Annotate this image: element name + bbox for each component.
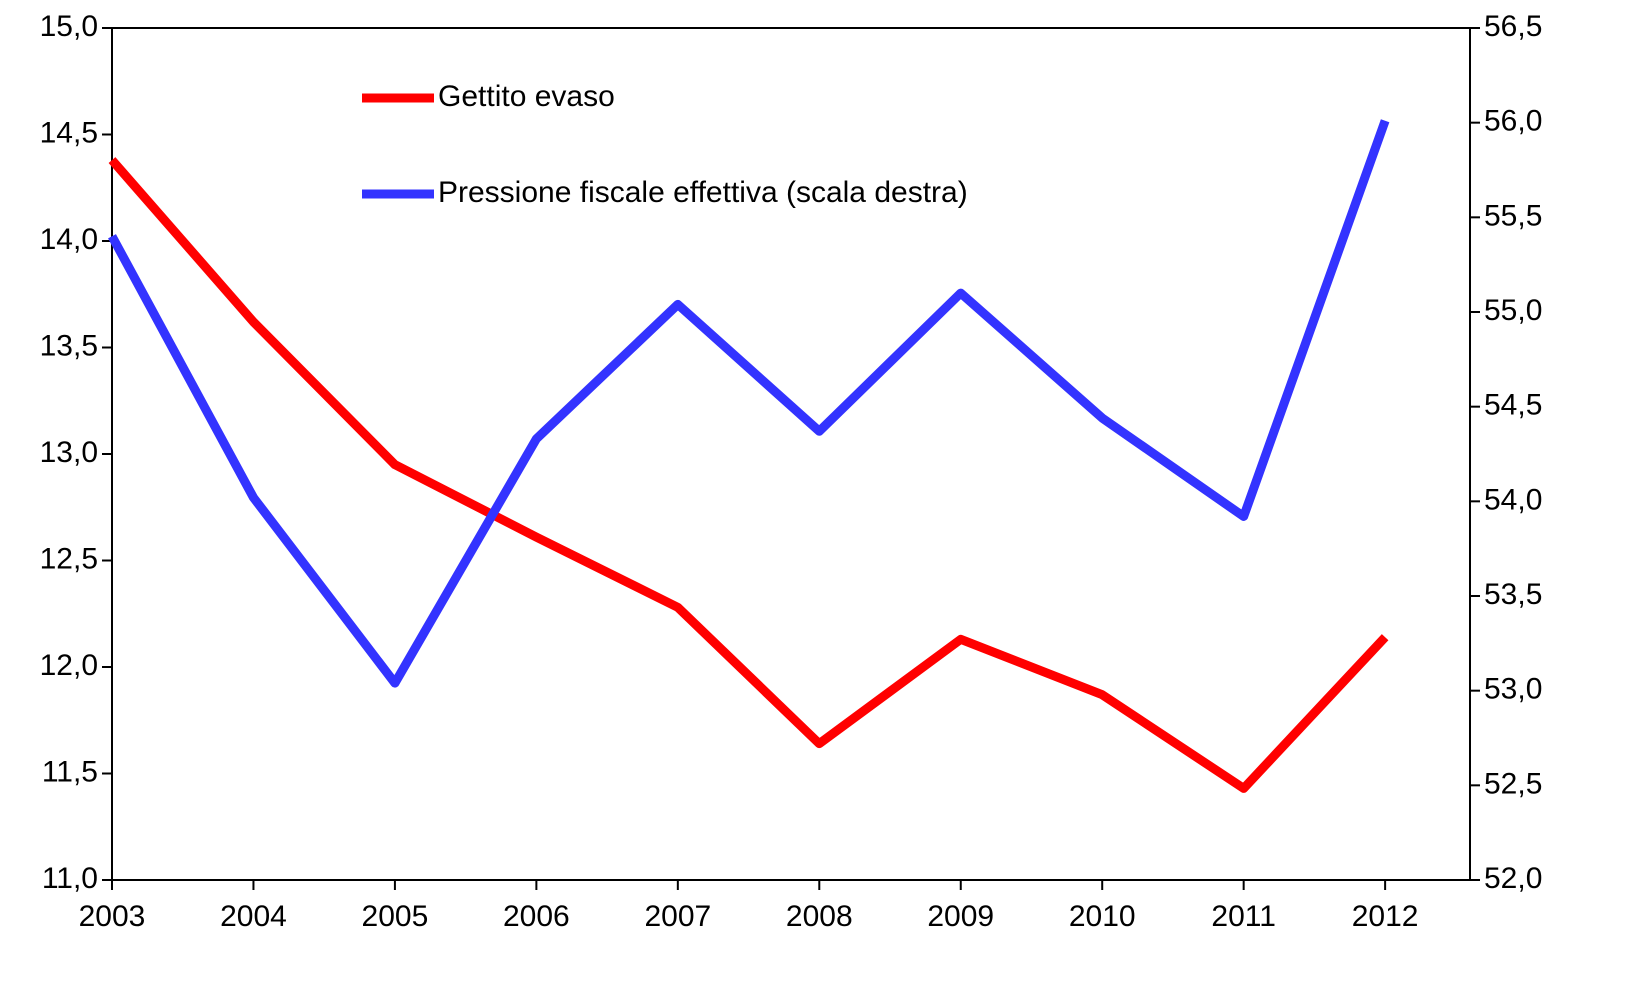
- series-line: [108, 157, 1389, 793]
- x-tick-label: 2005: [362, 900, 429, 933]
- y2-tick-label: 54,5: [1484, 389, 1542, 422]
- x-tick-label: 2008: [786, 900, 853, 933]
- y-tick-label: 14,0: [40, 223, 98, 256]
- y-tick-label: 14,5: [40, 116, 98, 149]
- x-tick-label: 2006: [503, 900, 570, 933]
- x-tick-label: 2012: [1352, 900, 1419, 933]
- y2-tick-label: 55,5: [1484, 199, 1542, 232]
- legend-label: Pressione fiscale effettiva (scala destr…: [438, 176, 968, 209]
- y2-tick-label: 55,0: [1484, 294, 1542, 327]
- y2-tick-label: 52,0: [1484, 862, 1542, 895]
- y-tick-label: 12,5: [40, 542, 98, 575]
- series-line: [108, 119, 1390, 688]
- x-tick-label: 2004: [220, 900, 287, 933]
- y2-tick-label: 52,5: [1484, 767, 1542, 800]
- y2-tick-label: 53,0: [1484, 673, 1542, 706]
- x-tick-label: 2011: [1211, 900, 1276, 933]
- y-tick-label: 15,0: [40, 10, 98, 43]
- y2-tick-label: 56,0: [1484, 105, 1542, 138]
- y-tick-label: 11,5: [42, 755, 98, 788]
- x-tick-label: 2007: [644, 900, 711, 933]
- x-tick-label: 2009: [927, 900, 994, 933]
- legend-label: Gettito evaso: [438, 80, 615, 113]
- y2-tick-label: 53,5: [1484, 578, 1542, 611]
- y-tick-label: 13,0: [40, 436, 98, 469]
- y2-tick-label: 54,0: [1484, 483, 1542, 516]
- x-tick-label: 2010: [1069, 900, 1136, 933]
- y2-tick-label: 56,5: [1484, 10, 1542, 43]
- x-tick-label: 2003: [79, 900, 146, 933]
- y-tick-label: 13,5: [40, 329, 98, 362]
- y-tick-label: 11,0: [42, 862, 98, 895]
- y-tick-label: 12,0: [40, 649, 98, 682]
